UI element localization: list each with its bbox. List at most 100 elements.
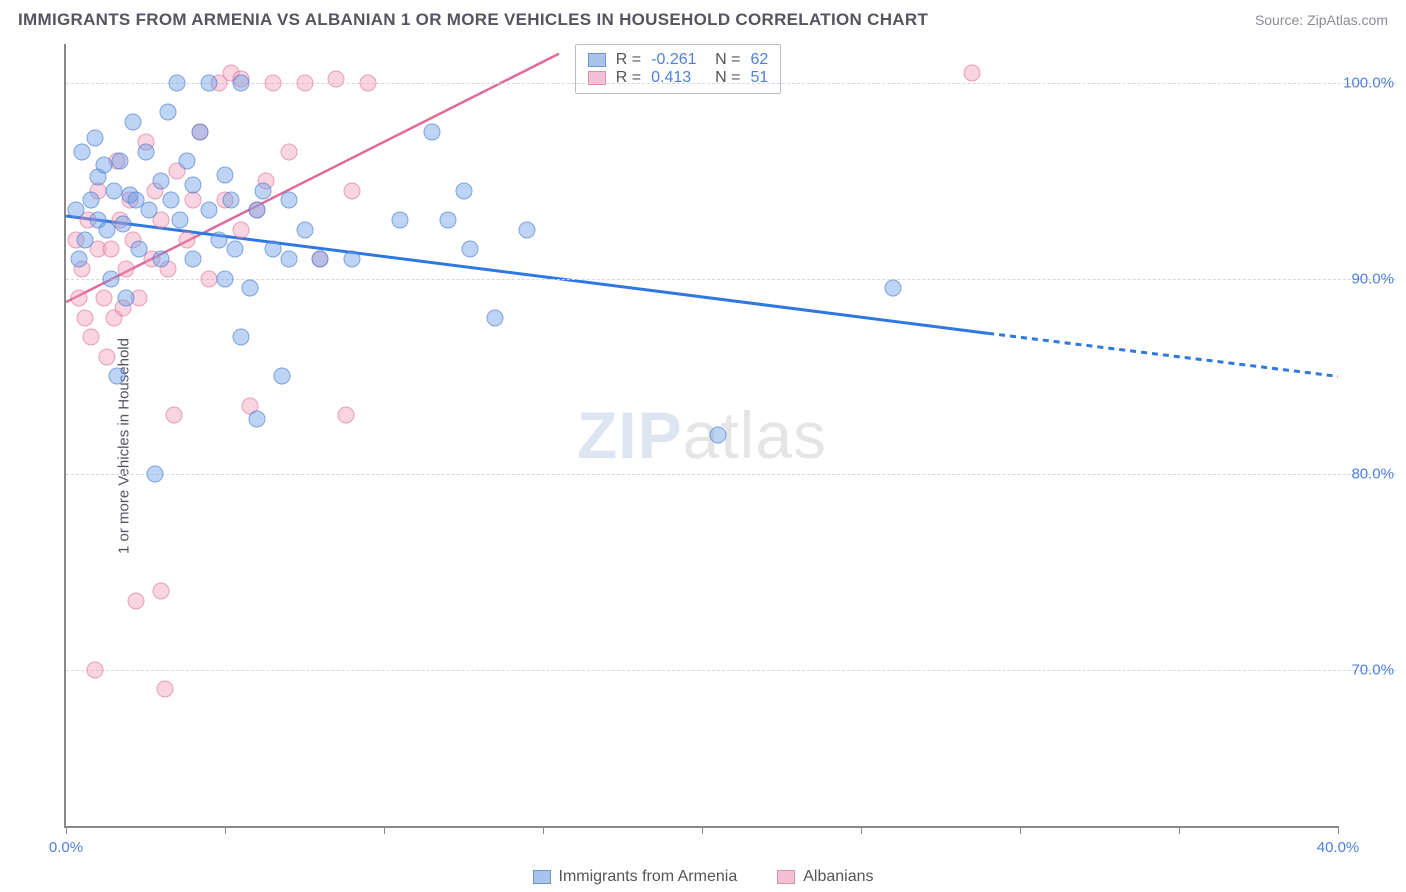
n-value: 51 <box>750 69 768 87</box>
scatter-point <box>124 114 141 131</box>
r-label: R = <box>616 69 641 87</box>
n-label: N = <box>715 69 740 87</box>
scatter-point <box>83 192 100 209</box>
x-tick <box>702 826 703 834</box>
x-tick <box>543 826 544 834</box>
legend-row: R = -0.261 N = 62 <box>588 51 768 69</box>
scatter-point <box>337 407 354 424</box>
x-tick-label: 40.0% <box>1317 839 1360 856</box>
trend-line <box>66 54 559 302</box>
scatter-point <box>964 65 981 82</box>
scatter-point <box>223 192 240 209</box>
scatter-point <box>70 251 87 268</box>
r-label: R = <box>616 51 641 69</box>
scatter-point <box>519 221 536 238</box>
scatter-point <box>280 251 297 268</box>
scatter-point <box>242 280 259 297</box>
y-tick-label: 70.0% <box>1351 661 1394 678</box>
trend-lines-layer <box>66 44 1338 826</box>
scatter-point <box>73 143 90 160</box>
scatter-point <box>105 182 122 199</box>
r-value: 0.413 <box>651 69 705 87</box>
scatter-point <box>166 407 183 424</box>
gridline <box>66 279 1396 280</box>
scatter-point <box>455 182 472 199</box>
scatter-point <box>77 231 94 248</box>
scatter-point <box>178 231 195 248</box>
scatter-point <box>118 260 135 277</box>
scatter-point <box>185 176 202 193</box>
legend-item: Immigrants from Armenia <box>533 868 738 886</box>
scatter-point <box>108 368 125 385</box>
x-tick <box>1338 826 1339 834</box>
scatter-point <box>156 681 173 698</box>
scatter-point <box>248 411 265 428</box>
scatter-point <box>280 192 297 209</box>
scatter-point <box>328 71 345 88</box>
gridline <box>66 474 1396 475</box>
series-legend: Immigrants from Armenia Albanians <box>0 868 1406 886</box>
scatter-point <box>96 290 113 307</box>
scatter-point <box>217 167 234 184</box>
scatter-point <box>461 241 478 258</box>
scatter-point <box>264 241 281 258</box>
scatter-point <box>99 221 116 238</box>
scatter-point <box>439 211 456 228</box>
scatter-point <box>709 427 726 444</box>
scatter-point <box>137 143 154 160</box>
scatter-point <box>201 202 218 219</box>
legend-item: Albanians <box>777 868 873 886</box>
scatter-point <box>67 202 84 219</box>
scatter-point <box>344 182 361 199</box>
legend-swatch <box>533 870 551 884</box>
r-value: -0.261 <box>651 51 705 69</box>
scatter-point <box>344 251 361 268</box>
scatter-point <box>185 251 202 268</box>
scatter-point <box>86 661 103 678</box>
correlation-legend: R = -0.261 N = 62 R = 0.413 N = 51 <box>575 44 781 94</box>
x-tick <box>1020 826 1021 834</box>
trend-line <box>988 333 1338 376</box>
scatter-point <box>70 290 87 307</box>
scatter-point <box>264 75 281 92</box>
legend-label: Albanians <box>803 868 873 886</box>
scatter-point <box>360 75 377 92</box>
legend-swatch <box>777 870 795 884</box>
scatter-point <box>884 280 901 297</box>
n-value: 62 <box>750 51 768 69</box>
scatter-point <box>280 143 297 160</box>
scatter-point <box>131 241 148 258</box>
scatter-point <box>99 348 116 365</box>
x-tick <box>384 826 385 834</box>
scatter-point <box>274 368 291 385</box>
scatter-point <box>296 75 313 92</box>
legend-swatch <box>588 53 606 67</box>
scatter-point <box>296 221 313 238</box>
scatter-point <box>77 309 94 326</box>
scatter-point <box>102 241 119 258</box>
scatter-point <box>210 231 227 248</box>
x-tick <box>861 826 862 834</box>
scatter-point <box>201 75 218 92</box>
scatter-point <box>147 466 164 483</box>
plot-area: ZIPatlas R = -0.261 N = 62 R = 0.413 N =… <box>64 44 1338 828</box>
scatter-point <box>118 290 135 307</box>
scatter-point <box>191 123 208 140</box>
scatter-point <box>232 329 249 346</box>
n-label: N = <box>715 51 740 69</box>
scatter-point <box>172 211 189 228</box>
scatter-point <box>162 192 179 209</box>
scatter-point <box>153 172 170 189</box>
scatter-point <box>248 202 265 219</box>
scatter-point <box>255 182 272 199</box>
gridline <box>66 670 1396 671</box>
x-tick <box>1179 826 1180 834</box>
scatter-point <box>153 583 170 600</box>
scatter-point <box>83 329 100 346</box>
scatter-point <box>178 153 195 170</box>
chart-title: IMMIGRANTS FROM ARMENIA VS ALBANIAN 1 OR… <box>18 10 928 30</box>
scatter-point <box>232 75 249 92</box>
y-tick-label: 80.0% <box>1351 466 1394 483</box>
scatter-point <box>127 593 144 610</box>
scatter-point <box>153 251 170 268</box>
